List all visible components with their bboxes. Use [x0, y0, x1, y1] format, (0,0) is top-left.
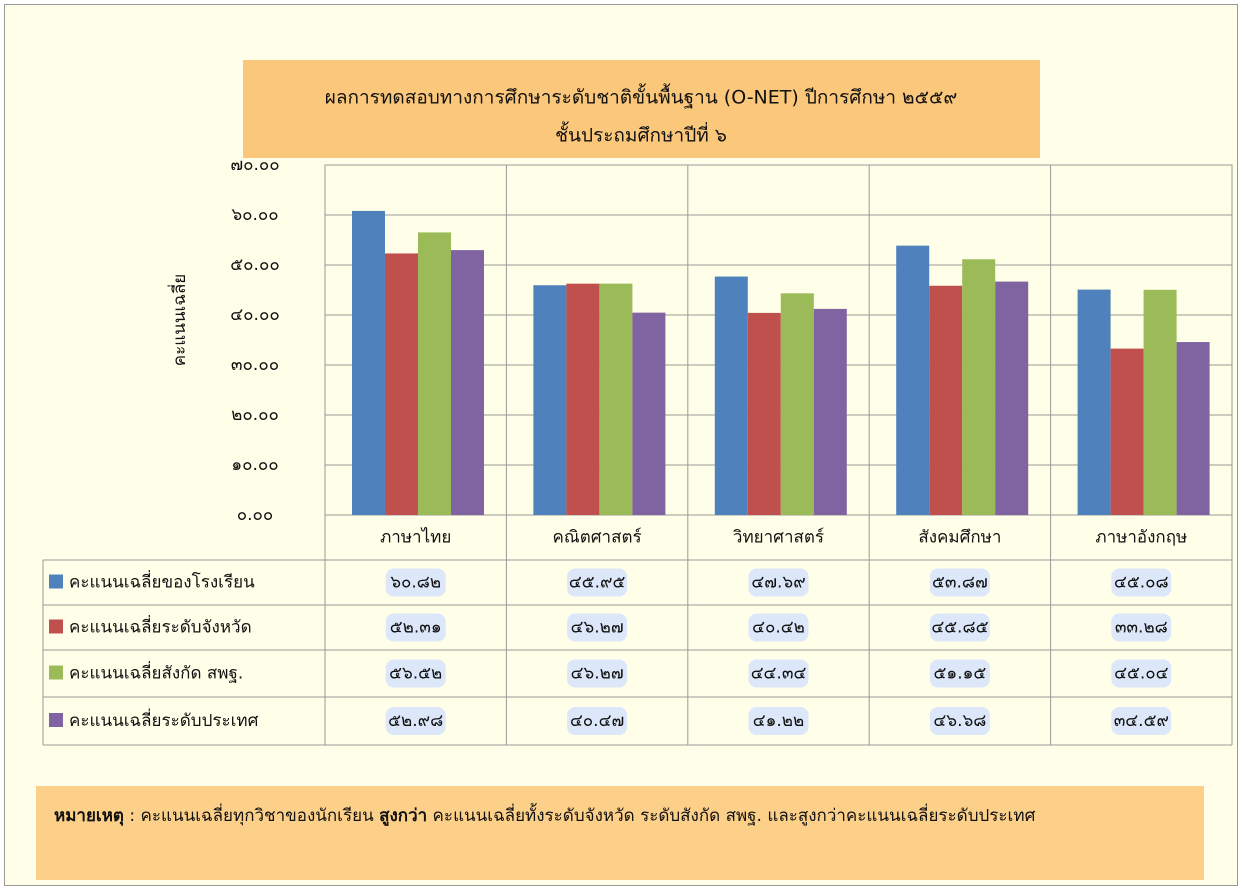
- value-label: ๕๑.๑๕: [934, 664, 987, 684]
- value-label-bg: [1111, 568, 1172, 597]
- bar: [714, 276, 748, 515]
- note-label: หมายเหตุ: [54, 806, 124, 826]
- x-tick-label: ภาษาอังกฤษ: [1095, 528, 1187, 548]
- bar: [533, 285, 567, 515]
- value-label: ๔๑.๒๒: [753, 711, 804, 731]
- y-tick-label: ๑๐.๐๐: [231, 455, 278, 475]
- bar: [780, 293, 814, 515]
- value-label-bg: [1111, 707, 1172, 735]
- value-label-bg: [748, 659, 809, 688]
- value-label-bg: [385, 659, 446, 688]
- bar: [385, 253, 418, 515]
- value-label: ๔๕.๐๘: [1114, 573, 1169, 593]
- bar: [896, 245, 930, 515]
- title-box: [243, 60, 1040, 158]
- legend-swatch: [49, 713, 63, 727]
- legend-swatch: [49, 574, 63, 589]
- bar: [747, 312, 781, 515]
- value-label: ๔๖.๖๘: [933, 711, 986, 731]
- value-label-bg: [748, 568, 809, 597]
- bar: [929, 285, 963, 515]
- y-tick-label: ๓๐.๐๐: [231, 355, 279, 375]
- value-label-bg: [748, 707, 809, 735]
- x-tick-label: ภาษาไทย: [380, 527, 451, 548]
- value-label: ๔๐.๔๒: [752, 618, 805, 638]
- value-label: ๔๕.๙๕: [569, 573, 626, 593]
- note-emphasis: สูงกว่า: [379, 806, 428, 826]
- value-label: ๔๐.๔๗: [570, 711, 624, 731]
- y-tick-label: ๖๐.๐๐: [231, 205, 278, 225]
- legend-label: คะแนนเฉลี่ยของโรงเรียน: [69, 570, 255, 593]
- y-tick-label: ๒๐.๐๐: [231, 405, 279, 425]
- value-label-bg: [929, 613, 990, 642]
- x-tick-label: คณิตศาสตร์: [553, 528, 642, 548]
- value-label: ๔๕.๐๔: [1114, 664, 1169, 684]
- value-label: ๕๒.๓๑: [390, 618, 442, 638]
- value-label: ๕๓.๘๗: [932, 573, 988, 593]
- note: หมายเหตุ : คะแนนเฉลี่ยทุกวิชาของนักเรียน…: [36, 786, 1204, 880]
- bar: [451, 250, 484, 515]
- value-label: ๕๖.๕๒: [389, 664, 442, 684]
- value-label: ๓๔.๕๙: [1114, 711, 1169, 731]
- value-label: ๔๔.๓๔: [751, 664, 807, 684]
- note-text: คะแนนเฉลี่ยทั้งระดับจังหวัด ระดับสังกัด …: [427, 806, 1036, 826]
- chart-title: ผลการทดสอบทางการศึกษาระดับชาติขั้นพื้นฐา…: [325, 84, 958, 109]
- bar: [1077, 289, 1111, 515]
- value-label-bg: [929, 659, 990, 688]
- y-tick-label: ๕๐.๐๐: [230, 255, 279, 275]
- value-label-bg: [1111, 613, 1172, 642]
- legend-label: คะแนนเฉลี่ยระดับประเทศ: [69, 708, 259, 731]
- value-label-bg: [929, 707, 990, 735]
- value-label-bg: [385, 568, 446, 597]
- x-tick-label: วิทยาศาสตร์: [732, 528, 824, 548]
- bar: [352, 210, 385, 515]
- value-label-bg: [385, 613, 446, 642]
- y-tick-label: ๔๐.๐๐: [230, 305, 279, 325]
- bar: [599, 283, 633, 515]
- value-label: ๕๒.๙๘: [388, 711, 443, 731]
- legend-swatch: [49, 619, 63, 634]
- bar: [1176, 342, 1210, 515]
- value-label: ๔๖.๒๗: [571, 618, 624, 638]
- legend-label: คะแนนเฉลี่ยสังกัด สพฐ.: [69, 661, 243, 684]
- bar: [418, 232, 451, 515]
- chart: ผลการทดสอบทางการศึกษาระดับชาติขั้นพื้นฐา…: [42, 60, 1233, 746]
- value-label-bg: [748, 613, 809, 642]
- value-label-bg: [567, 659, 628, 688]
- value-label-bg: [385, 707, 446, 735]
- y-tick-label: ๗๐.๐๐: [230, 155, 279, 175]
- bar: [813, 308, 847, 515]
- bar: [995, 281, 1029, 515]
- note-text: : คะแนนเฉลี่ยทุกวิชาของนักเรียน: [123, 806, 380, 826]
- value-label: ๓๓.๒๘: [1115, 618, 1168, 638]
- value-label-bg: [567, 707, 628, 735]
- bar: [632, 312, 666, 515]
- bar: [962, 259, 996, 515]
- value-label-bg: [567, 568, 628, 597]
- y-axis-title: คะแนนเฉลี่ย: [167, 274, 190, 366]
- chart-subtitle: ชั้นประถมศึกษาปีที่ ๖: [555, 122, 727, 147]
- bar: [566, 283, 600, 515]
- x-tick-label: สังคมศึกษา: [918, 528, 1001, 548]
- value-label-bg: [929, 568, 990, 597]
- value-label-bg: [567, 613, 628, 642]
- value-label: ๖๐.๘๒: [390, 573, 441, 593]
- value-label-bg: [1111, 659, 1172, 688]
- value-label: ๔๖.๒๗: [571, 664, 624, 684]
- legend-swatch: [49, 665, 63, 680]
- y-tick-label: ๐.๐๐: [237, 505, 274, 525]
- legend-label: คะแนนเฉลี่ยระดับจังหวัด: [69, 615, 252, 638]
- value-label: ๔๕.๘๕: [931, 618, 988, 638]
- bar: [1143, 289, 1177, 515]
- bar: [1110, 348, 1144, 515]
- value-label: ๔๗.๖๙: [751, 573, 805, 593]
